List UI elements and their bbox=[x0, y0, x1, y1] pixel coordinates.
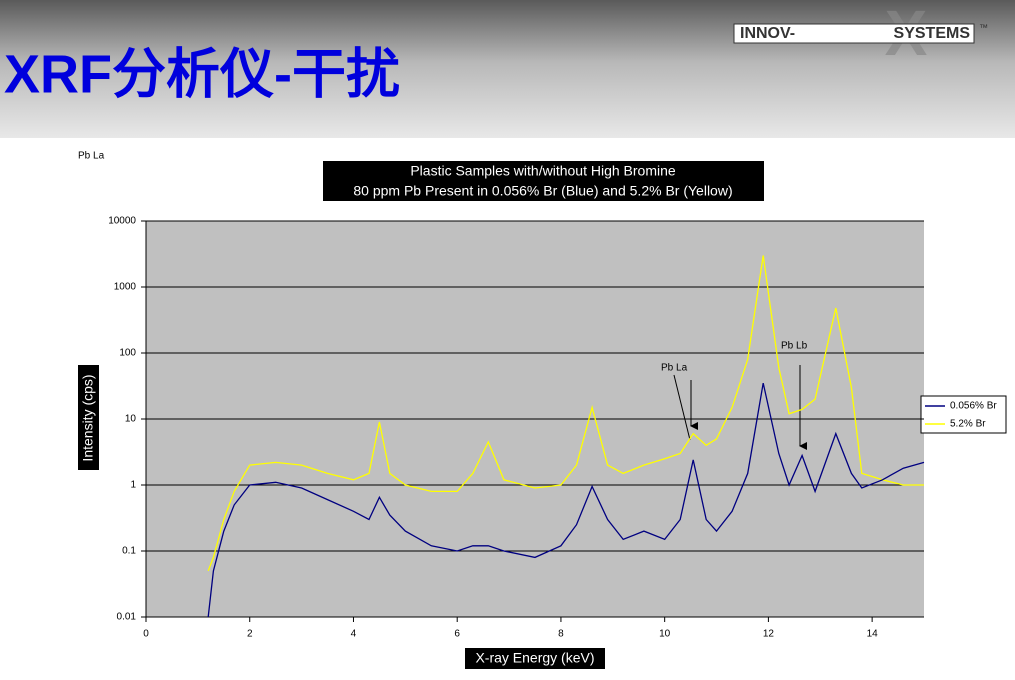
title-box bbox=[323, 161, 764, 201]
y-label-box bbox=[78, 365, 99, 470]
arrow bbox=[673, 374, 691, 441]
slide-title: XRF分析仪-干扰 bbox=[4, 44, 400, 104]
y-tick-label: 1 bbox=[130, 480, 136, 491]
y-tick-label: 100 bbox=[119, 348, 136, 359]
x-tick-label: 6 bbox=[454, 629, 460, 640]
x-tick-label: 12 bbox=[763, 629, 775, 640]
logo-tm: ™ bbox=[979, 22, 988, 32]
y-tick-label: 10000 bbox=[108, 216, 136, 227]
annotation: Pb La bbox=[661, 363, 688, 374]
corner-note: Pb La bbox=[78, 151, 105, 162]
x-label-box bbox=[465, 648, 605, 669]
logo-right: SYSTEMS bbox=[894, 25, 971, 42]
chart-title: Plastic Samples with/without High Bromin… bbox=[410, 163, 676, 179]
series-line bbox=[207, 382, 925, 618]
x-tick-label: 2 bbox=[247, 629, 253, 640]
legend-label: 5.2% Br bbox=[950, 419, 986, 430]
y-tick-label: 10 bbox=[125, 414, 137, 425]
x-tick-label: 4 bbox=[351, 629, 357, 640]
legend bbox=[920, 395, 1007, 434]
y-tick-label: 1000 bbox=[114, 282, 137, 293]
logo-box bbox=[733, 23, 975, 44]
x-axis-label: X-ray Energy (keV) bbox=[475, 650, 594, 666]
logo: X INNOV- SYSTEMS ™ bbox=[733, 0, 988, 69]
y-tick-label: 0.1 bbox=[122, 546, 136, 557]
series-line bbox=[207, 255, 924, 572]
x-tick-label: 14 bbox=[867, 629, 879, 640]
annotation: Pb Lb bbox=[781, 341, 808, 352]
x-tick-label: 8 bbox=[558, 629, 564, 640]
logo-left: INNOV- bbox=[740, 25, 795, 42]
x-tick-label: 0 bbox=[143, 629, 149, 640]
chart-subtitle: 80 ppm Pb Present in 0.056% Br (Blue) an… bbox=[353, 183, 732, 199]
y-axis-label: Intensity (cps) bbox=[80, 374, 96, 461]
x-tick-label: 10 bbox=[659, 629, 671, 640]
legend-label: 0.056% Br bbox=[950, 401, 997, 412]
y-tick-label: 0.01 bbox=[117, 612, 137, 623]
header-band bbox=[0, 0, 1015, 138]
